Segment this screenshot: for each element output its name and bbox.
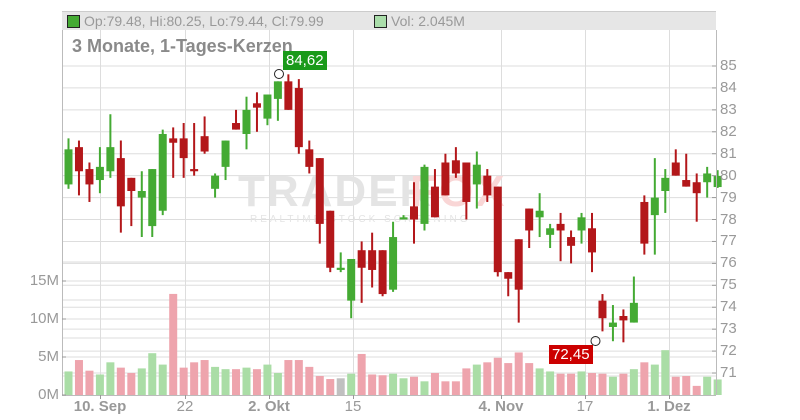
ohlc-swatch-icon (67, 14, 80, 28)
price-tick-label: 83 (720, 100, 737, 118)
price-tick-label: 77 (720, 232, 737, 250)
price-tick-label: 75 (720, 276, 737, 294)
price-tick-label: 85 (720, 57, 737, 74)
svg-text:REALTIME STOCK SCREENING: REALTIME STOCK SCREENING (250, 214, 471, 225)
volume-tick-label: 10M (29, 310, 59, 327)
price-tick-label: 79 (720, 188, 737, 206)
price-tick-label: 80 (720, 166, 737, 184)
date-tick-label: 1. Dez (647, 398, 691, 415)
min-price-badge: 72,45 (549, 345, 593, 364)
watermark-brand: TRADER (238, 167, 433, 216)
volume-tick-label: 15M (29, 272, 59, 289)
price-tick-label: 78 (720, 210, 737, 228)
volume-tick-label: 5M (38, 348, 59, 365)
date-tick-label: 22 (176, 398, 194, 415)
date-tick-label: 2. Okt (248, 398, 290, 415)
price-tick-label: 72 (720, 342, 737, 360)
max-price-badge: 84,62 (283, 51, 327, 70)
volume-swatch-icon (374, 14, 387, 28)
ohlc-text: Op:79.48, Hi:80.25, Lo:79.44, Cl:79.99 (84, 13, 324, 29)
ohlc-info-bar: Op:79.48, Hi:80.25, Lo:79.44, Cl:79.99 V… (62, 11, 716, 30)
ohlc-info: Op:79.48, Hi:80.25, Lo:79.44, Cl:79.99 (67, 13, 324, 29)
price-tick-label: 74 (720, 298, 737, 316)
date-tick-label: 15 (344, 398, 362, 415)
date-tick-label: 10. Sep (73, 398, 127, 415)
chart-subtitle: 3 Monate, 1-Tages-Kerzen (72, 36, 293, 56)
volume-tick-label: 0M (38, 386, 59, 403)
price-tick-label: 73 (720, 320, 737, 338)
volume-text: Vol: 2.045M (391, 13, 465, 29)
volume-info: Vol: 2.045M (374, 13, 465, 29)
date-tick-label: 17 (576, 398, 594, 415)
price-tick-label: 81 (720, 144, 737, 162)
date-tick-label: 4. Nov (478, 398, 524, 415)
price-tick-label: 82 (720, 122, 737, 140)
price-tick-label: 71 (720, 364, 737, 382)
price-tick-label: 84 (720, 78, 737, 96)
price-tick-label: 76 (720, 254, 737, 272)
